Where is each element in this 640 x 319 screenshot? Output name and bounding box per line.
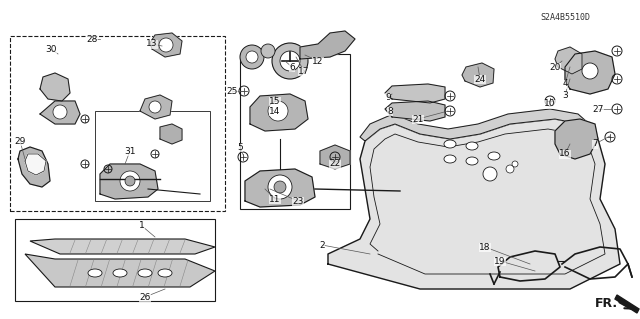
Bar bbox=[95, 111, 210, 201]
Polygon shape bbox=[555, 119, 598, 159]
Text: 14: 14 bbox=[269, 107, 281, 115]
Text: 23: 23 bbox=[292, 197, 304, 205]
Circle shape bbox=[483, 167, 497, 181]
Polygon shape bbox=[385, 101, 445, 121]
Polygon shape bbox=[30, 239, 215, 254]
Circle shape bbox=[582, 63, 598, 79]
Text: 18: 18 bbox=[479, 242, 491, 251]
Polygon shape bbox=[250, 94, 308, 131]
Polygon shape bbox=[300, 31, 355, 59]
Circle shape bbox=[274, 181, 286, 193]
Polygon shape bbox=[40, 101, 80, 124]
Text: 20: 20 bbox=[549, 63, 561, 71]
Circle shape bbox=[506, 165, 514, 173]
Ellipse shape bbox=[444, 155, 456, 163]
Polygon shape bbox=[615, 295, 639, 313]
Text: 28: 28 bbox=[86, 34, 98, 43]
Text: 11: 11 bbox=[269, 195, 281, 204]
Text: 19: 19 bbox=[494, 256, 506, 265]
Text: 30: 30 bbox=[45, 44, 57, 54]
Ellipse shape bbox=[88, 269, 102, 277]
Text: 25: 25 bbox=[227, 86, 237, 95]
Polygon shape bbox=[555, 47, 582, 74]
Ellipse shape bbox=[466, 142, 478, 150]
Polygon shape bbox=[40, 73, 70, 101]
Ellipse shape bbox=[444, 140, 456, 148]
Text: 12: 12 bbox=[312, 56, 324, 65]
Text: 22: 22 bbox=[330, 160, 340, 168]
Ellipse shape bbox=[466, 157, 478, 165]
Ellipse shape bbox=[138, 269, 152, 277]
Text: 15: 15 bbox=[269, 97, 281, 106]
Polygon shape bbox=[360, 109, 598, 141]
Circle shape bbox=[280, 51, 300, 71]
Circle shape bbox=[159, 38, 173, 52]
Text: 29: 29 bbox=[14, 137, 26, 145]
Text: 16: 16 bbox=[559, 150, 571, 159]
Circle shape bbox=[240, 45, 264, 69]
Polygon shape bbox=[245, 169, 315, 207]
Ellipse shape bbox=[158, 269, 172, 277]
Circle shape bbox=[246, 51, 258, 63]
Text: 21: 21 bbox=[412, 115, 424, 123]
Text: 24: 24 bbox=[474, 75, 486, 84]
Polygon shape bbox=[100, 164, 158, 199]
Polygon shape bbox=[385, 84, 445, 103]
Text: 9: 9 bbox=[385, 93, 391, 101]
Circle shape bbox=[512, 161, 518, 167]
Circle shape bbox=[272, 43, 308, 79]
Text: 26: 26 bbox=[140, 293, 150, 301]
Circle shape bbox=[120, 171, 140, 191]
Text: 6: 6 bbox=[289, 63, 295, 71]
Circle shape bbox=[149, 101, 161, 113]
Circle shape bbox=[125, 176, 135, 186]
Polygon shape bbox=[565, 51, 615, 94]
Polygon shape bbox=[320, 145, 350, 169]
Text: 27: 27 bbox=[592, 105, 604, 114]
Bar bbox=[240, 54, 350, 209]
Polygon shape bbox=[140, 95, 172, 119]
Circle shape bbox=[268, 101, 288, 121]
Polygon shape bbox=[150, 33, 182, 57]
Text: 7: 7 bbox=[592, 139, 598, 149]
Polygon shape bbox=[160, 124, 182, 144]
Text: 1: 1 bbox=[139, 221, 145, 231]
Text: 2: 2 bbox=[319, 241, 325, 249]
Circle shape bbox=[53, 105, 67, 119]
Text: 4: 4 bbox=[562, 79, 568, 88]
Ellipse shape bbox=[113, 269, 127, 277]
Polygon shape bbox=[328, 119, 620, 289]
Circle shape bbox=[261, 44, 275, 58]
Text: 31: 31 bbox=[124, 146, 136, 155]
Circle shape bbox=[268, 175, 292, 199]
Ellipse shape bbox=[488, 152, 500, 160]
Text: 5: 5 bbox=[237, 143, 243, 152]
Text: 8: 8 bbox=[387, 107, 393, 115]
Polygon shape bbox=[18, 147, 50, 187]
Text: FR.: FR. bbox=[595, 297, 618, 310]
Polygon shape bbox=[25, 254, 215, 287]
Text: 17: 17 bbox=[298, 66, 310, 76]
Text: 10: 10 bbox=[544, 100, 556, 108]
Text: 3: 3 bbox=[562, 91, 568, 100]
Text: S2A4B5510D: S2A4B5510D bbox=[540, 12, 590, 21]
Text: 13: 13 bbox=[147, 40, 157, 48]
Polygon shape bbox=[25, 154, 46, 175]
Bar bbox=[15, 219, 215, 301]
Polygon shape bbox=[462, 63, 494, 87]
Bar bbox=[10, 36, 225, 211]
